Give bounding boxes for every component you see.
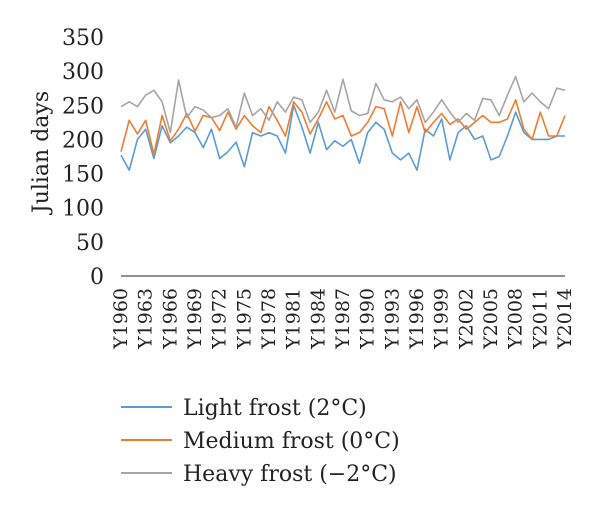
x-tick-label: Y1999 [431, 288, 453, 350]
y-tick-label: 100 [62, 197, 104, 222]
x-tick-label: Y2008 [505, 288, 527, 350]
legend-label: Light frost (2°C) [183, 396, 367, 421]
y-tick-label: 250 [62, 94, 104, 119]
legend-label: Heavy frost (−2°C) [183, 462, 397, 487]
y-tick-label: 300 [62, 60, 104, 85]
x-tick-label: Y1981 [283, 288, 305, 350]
x-tick-label: Y2005 [480, 288, 502, 350]
series-line-2 [120, 99, 566, 156]
x-tick-label: Y1966 [159, 288, 181, 350]
x-tick-label: Y1993 [381, 288, 403, 350]
x-tick-label: Y2011 [529, 288, 551, 350]
x-tick-label: Y1984 [307, 288, 329, 350]
x-tick-label: Y1969 [184, 288, 206, 350]
x-tick-label: Y1975 [233, 288, 255, 350]
y-tick-label: 150 [62, 163, 104, 188]
y-tick-label: 50 [76, 231, 104, 256]
x-tick-label: Y1996 [406, 288, 428, 350]
y-axis-label: Julian days [29, 91, 54, 215]
legend-label: Medium frost (0°C) [183, 429, 400, 454]
x-axis-ticks: Y1960 Y1963 Y1966 Y1969 Y1972 Y1975 Y1978 Y1981… [110, 288, 576, 350]
x-tick-label: Y1987 [332, 288, 354, 350]
x-tick-label: Y1963 [135, 288, 157, 350]
series-lines [120, 75, 566, 171]
y-tick-label: 350 [62, 26, 104, 51]
y-tick-label: 0 [90, 265, 104, 290]
series-line-1 [120, 104, 565, 171]
series-line-3 [120, 75, 566, 134]
x-tick-label: Y2014 [554, 288, 576, 350]
x-tick-label: Y1972 [209, 288, 231, 350]
legend: Light frost (2°C) Medium frost (0°C) Heavy… [121, 396, 400, 487]
x-tick-label: Y1978 [258, 288, 280, 350]
x-tick-label: Y1960 [110, 288, 132, 350]
y-tick-label: 200 [62, 128, 104, 153]
y-axis-ticks: 0 50 100 150 200 250 300 350 [62, 26, 104, 290]
x-tick-label: Y1990 [357, 288, 379, 350]
x-tick-label: Y2002 [455, 288, 477, 350]
